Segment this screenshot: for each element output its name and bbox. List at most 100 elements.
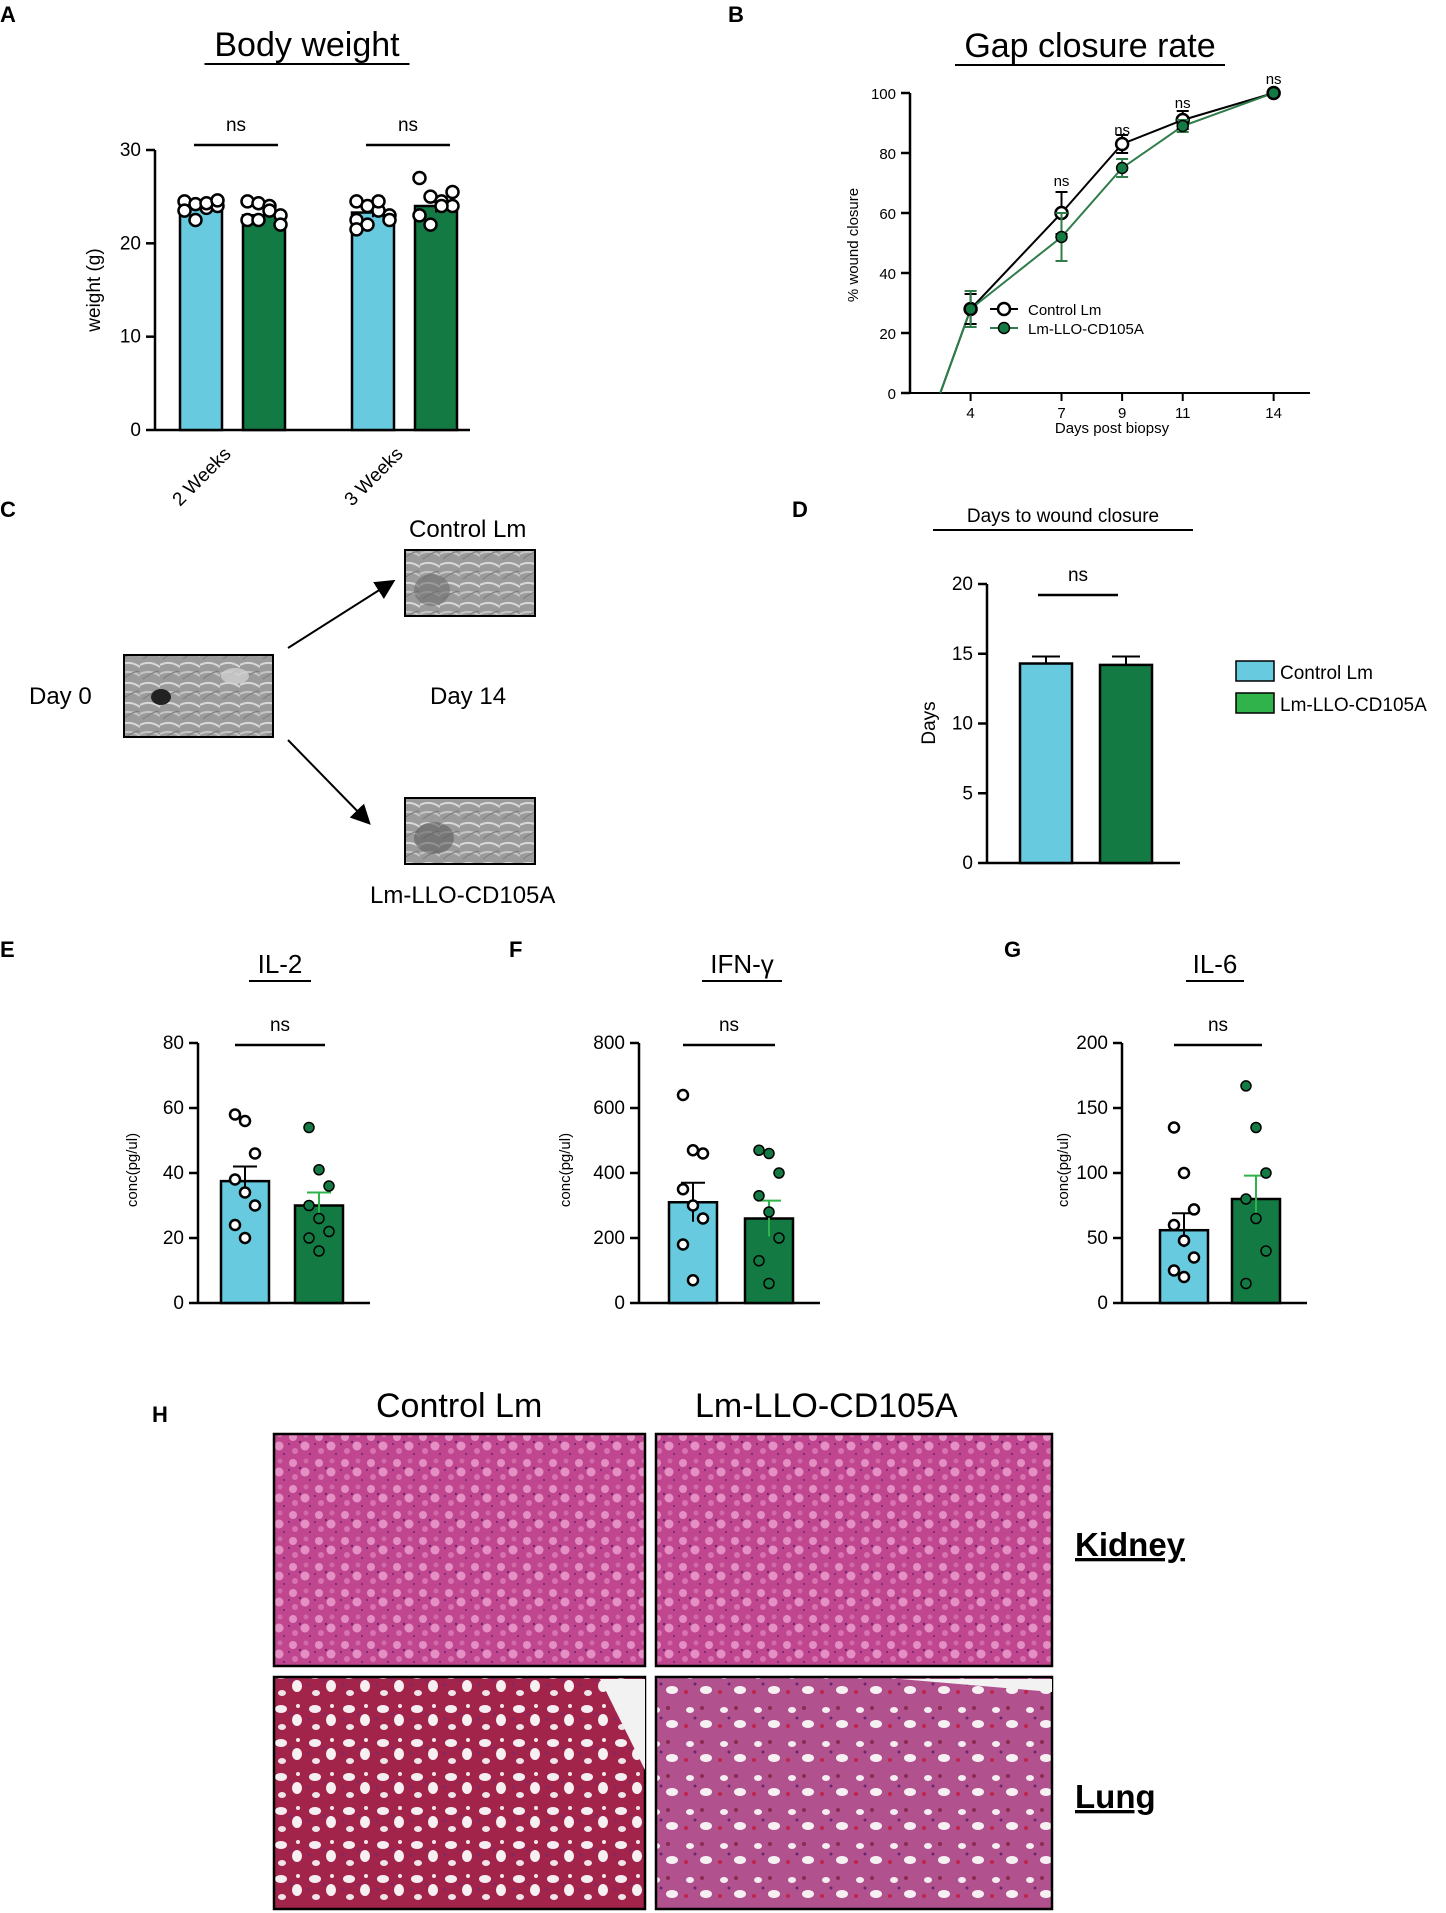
ifn-gamma-control-point [686, 1199, 700, 1212]
il6-title: IL-6 [1193, 949, 1238, 979]
il6-y-label: conc(pg/ul) [1055, 1133, 1072, 1207]
gap-closure-treated-point [1267, 86, 1280, 100]
il2-title: IL-2 [258, 949, 303, 979]
body-weight-data-point [412, 170, 427, 186]
kidney-control-image [272, 1432, 647, 1668]
gap-closure-x-tick-label: 14 [1265, 405, 1282, 422]
body-weight-data-point [445, 184, 460, 200]
days-closure-bar [1018, 662, 1074, 865]
ifn-gamma-control-point [686, 1274, 700, 1287]
days-closure-legend-label: Lm-LLO-CD105A [1280, 695, 1427, 716]
ifn-gamma-treated-point [763, 1147, 775, 1160]
row-label-kidney: Kidney [1075, 1526, 1186, 1563]
il6-y-tick-label: 200 [1076, 1033, 1108, 1054]
body-weight-bar [178, 204, 224, 432]
ifn-gamma-control-point [676, 1088, 690, 1102]
body-weight-data-point [434, 198, 449, 214]
ifn-gamma-control-point [696, 1212, 710, 1225]
lung-control-blank-corner [600, 1679, 645, 1770]
ifn-gamma-treated-point [753, 1255, 765, 1267]
ifn-gamma-treated-point [773, 1232, 785, 1244]
ifn-gamma-control-point [676, 1238, 690, 1251]
chart-il6: IL-6 conc(pg/ul) 0 50 100 150 200 ns [1055, 949, 1307, 1314]
days-closure-y-label: Days [919, 701, 940, 744]
body-weight-bar [413, 204, 459, 432]
day0-photo [123, 654, 274, 738]
ifn-gamma-treated-point [753, 1144, 765, 1156]
day0-fur-highlight [221, 668, 249, 684]
histology-col-control: Control Lm [376, 1387, 542, 1425]
gap-closure-title: Gap closure rate [964, 27, 1215, 65]
il6-treated-point [1250, 1212, 1262, 1225]
gap-closure-x-tick-label: 9 [1118, 405, 1126, 422]
il2-treated-point [323, 1225, 335, 1238]
il6-y-tick-label: 150 [1076, 1098, 1108, 1119]
il6-control-point [1187, 1203, 1201, 1216]
gap-closure-x-label: Days post biopsy [1055, 420, 1170, 437]
il6-control-point [1167, 1218, 1181, 1232]
il6-control-point [1187, 1251, 1201, 1264]
gap-closure-treated-point [964, 302, 977, 316]
panel-label-h: H [152, 1402, 168, 1427]
gap-closure-control-point [1114, 136, 1130, 152]
panel-label-e: E [0, 937, 15, 962]
body-weight-y-tick-label: 10 [120, 327, 141, 348]
body-weight-significance-label: ns [398, 115, 418, 136]
ifn-gamma-y-tick-label: 200 [593, 1228, 625, 1249]
gap-closure-significance-label: ns [1114, 122, 1130, 139]
body-weight-data-point [412, 208, 427, 223]
chart-body-weight: Body weight weight (g) 0 10 20 30 ns 2 Weeks ns 3… [84, 26, 470, 511]
gap-closure-y-tick-label: 80 [879, 146, 896, 163]
day0-label: Day 0 [29, 683, 92, 710]
body-weight-title: Body weight [214, 26, 400, 64]
body-weight-bar [241, 214, 287, 432]
chart-ifn-gamma: IFN-γ conc(pg/ul) 0 200 400 600 800 ns [557, 949, 820, 1314]
body-weight-bar [350, 211, 396, 432]
il6-control-point [1177, 1270, 1191, 1284]
days-closure-bar [1098, 663, 1154, 865]
control-day14-shadow [414, 574, 450, 606]
body-weight-data-point [188, 212, 203, 228]
body-weight-significance-label: ns [226, 115, 246, 136]
body-weight-y-tick-label: 0 [130, 420, 141, 441]
days-closure-significance-label: ns [1068, 565, 1088, 586]
ifn-gamma-y-label: conc(pg/ul) [557, 1133, 574, 1207]
il2-treated-point [323, 1180, 335, 1192]
gap-closure-series-line [939, 92, 1274, 394]
ifn-gamma-treated-point [763, 1277, 775, 1290]
il6-y-tick-label: 100 [1076, 1163, 1108, 1184]
ifn-gamma-y-tick-label: 600 [593, 1098, 625, 1119]
panel-c-wound-photos: Day 0 Control Lm Day 14 Lm-LLO-CD105A [29, 516, 555, 909]
ifn-gamma-treated-point [753, 1190, 765, 1202]
days-closure-y-tick-label: 10 [952, 714, 973, 735]
il2-control-point [228, 1108, 242, 1121]
gap-closure-significance-label: ns [1266, 71, 1282, 88]
gap-closure-x-tick-label: 4 [966, 405, 974, 422]
il2-control-point [228, 1173, 242, 1186]
ifn-gamma-control-point [696, 1147, 710, 1160]
body-weight-x-tick-label: 2 Weeks [169, 444, 236, 511]
panel-label-a: A [0, 2, 16, 27]
chart-il2: IL-2 conc(pg/ul) 0 20 40 60 80 ns [124, 949, 370, 1314]
il6-y-tick-label: 0 [1097, 1293, 1108, 1314]
il6-significance-label: ns [1208, 1015, 1228, 1036]
days-closure-legend-label: Control Lm [1280, 663, 1373, 684]
il6-control-point [1167, 1121, 1181, 1134]
il2-y-tick-label: 20 [163, 1228, 184, 1249]
gap-closure-series-line [939, 92, 1274, 394]
gap-closure-significance-label: ns [1175, 95, 1191, 112]
il2-significance-label: ns [270, 1015, 290, 1036]
il2-control-point [238, 1114, 252, 1128]
gap-closure-x-tick-label: 7 [1057, 405, 1065, 422]
il2-control-point [238, 1186, 252, 1199]
il6-treated-point [1260, 1167, 1272, 1179]
arrow-to-control [287, 579, 396, 649]
il2-y-tick-label: 80 [163, 1033, 184, 1054]
gap-closure-legend-label: Lm-LLO-CD105A [1028, 321, 1144, 338]
chart-gap-closure-rate: Gap closure rate % wound closure 0 20 40 60 80… [845, 27, 1310, 437]
ifn-gamma-y-tick-label: 0 [614, 1293, 625, 1314]
ifn-gamma-title: IFN-γ [710, 949, 774, 979]
il2-control-point [238, 1231, 252, 1245]
gap-closure-legend-marker [997, 321, 1011, 335]
